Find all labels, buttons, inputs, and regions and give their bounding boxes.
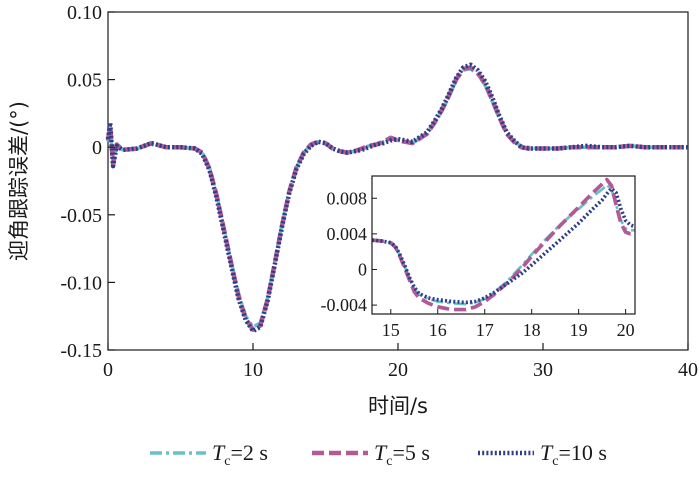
x-tick-label: 0	[103, 359, 113, 381]
series-line-3	[105, 62, 688, 334]
y-tick-label: -0.05	[60, 205, 102, 227]
inset-x-tick-label: 18	[523, 320, 541, 340]
legend-label-2: Tc=5 s	[374, 440, 430, 469]
inset-x-tick-label: 16	[429, 320, 447, 340]
inset-y-tick-label: 0.004	[327, 224, 368, 244]
inset-x-tick-label: 17	[476, 320, 494, 340]
x-tick-label: 10	[243, 359, 263, 381]
y-tick-label: -0.10	[60, 272, 102, 294]
x-tick-label: 40	[678, 359, 698, 381]
legend-label-1: Tc=2 s	[212, 440, 268, 469]
inset-x-tick-label: 20	[617, 320, 635, 340]
inset-frame	[371, 175, 636, 315]
x-tick-label: 30	[533, 359, 553, 381]
inset-background	[372, 176, 635, 314]
main-ticks-group: 0 10 20 30 40 -0.15 -0.10 -0.05 0 0.05 0.10	[60, 2, 698, 381]
y-axis-label: 迎角跟踪误差/(°)	[7, 101, 31, 261]
y-tick-label: -0.15	[60, 340, 102, 362]
inset-y-tick-label: 0.008	[327, 188, 368, 208]
inset-y-tick-label: 0	[358, 259, 367, 279]
inset-series-line-3	[371, 186, 636, 305]
y-tick-label: 0	[92, 137, 102, 159]
inset-series-group	[371, 177, 636, 312]
legend-label-3: Tc=10 s	[540, 440, 607, 469]
inset-x-tick-label: 15	[382, 320, 400, 340]
inset-x-tick-label: 19	[570, 320, 588, 340]
y-tick-label: 0.10	[67, 2, 102, 24]
inset-ticks-group: 15 16 17 18 19 20 -0.004 0 0.004 0.008	[321, 188, 635, 340]
main-series-group	[105, 62, 688, 334]
legend: Tc=2 s Tc=5 s Tc=10 s	[150, 440, 607, 469]
x-axis-label: 时间/s	[368, 394, 428, 418]
y-tick-label: 0.05	[67, 70, 102, 92]
inset-y-tick-label: -0.004	[321, 295, 368, 315]
x-tick-label: 20	[388, 359, 408, 381]
